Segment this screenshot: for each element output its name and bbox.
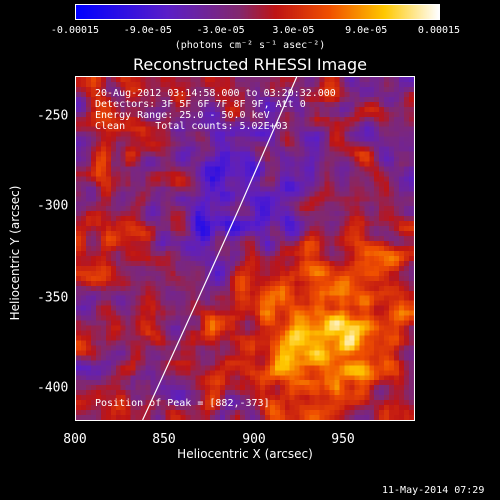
timestamp-footer: 11-May-2014 07:29	[382, 485, 485, 496]
y-tick-label: -250	[37, 108, 69, 124]
energy-range-label: Energy Range: 25.0 - 50.0 keV	[95, 110, 270, 121]
colorbar-units: (photons cm⁻² s⁻¹ asec⁻²)	[174, 40, 326, 51]
plot-area	[75, 76, 415, 421]
plot-title: Reconstructed RHESSI Image	[133, 55, 367, 74]
colorbar-tick-label: 9.0e-05	[345, 25, 388, 36]
colorbar	[75, 4, 440, 20]
x-tick-label: 950	[331, 432, 355, 447]
clean-label: Clean Total counts: 5.02E+03	[95, 121, 288, 132]
colorbar-tick-label: -0.00015	[50, 25, 100, 36]
peak-position-label: Position of Peak = [882,-373]	[95, 398, 270, 409]
rhessi-image	[76, 77, 414, 420]
x-tick-label: 850	[152, 432, 176, 447]
y-axis-label: Heliocentric Y (arcsec)	[8, 185, 22, 321]
colorbar-tick-label: 3.0e-05	[272, 25, 315, 36]
x-tick-label: 900	[242, 432, 266, 447]
detectors-label: Detectors: 3F 5F 6F 7F 8F 9F, Att 0	[95, 99, 306, 110]
colorbar-tick-label: -9.0e-05	[123, 25, 172, 36]
x-axis-label: Heliocentric X (arcsec)	[177, 447, 313, 461]
colorbar-tick-label: 0.00015	[417, 25, 461, 36]
solar-limb-line	[142, 77, 298, 420]
colorbar-tick-label: -3.0e-05	[196, 25, 245, 36]
y-tick-label: -300	[37, 198, 69, 214]
time-range-label: 20-Aug-2012 03:14:58.000 to 03:20:32.000	[95, 88, 336, 99]
y-tick-label: -400	[37, 380, 69, 396]
x-tick-label: 800	[63, 432, 87, 447]
y-tick-label: -350	[37, 290, 69, 306]
